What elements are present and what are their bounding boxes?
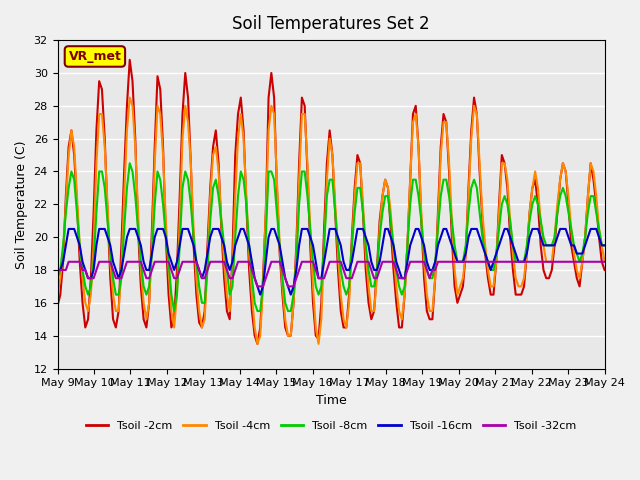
Tsoil -32cm [537,259,545,264]
Tsoil -4cm [126,95,134,100]
Tsoil -2cm [54,303,61,309]
Tsoil -32cm [601,259,609,264]
Tsoil -2cm [537,242,545,248]
Tsoil -8cm [93,210,100,216]
Text: VR_met: VR_met [68,50,122,63]
Tsoil -8cm [467,185,475,191]
Tsoil -32cm [95,259,103,264]
Line: Tsoil -8cm: Tsoil -8cm [58,163,605,311]
Tsoil -8cm [404,242,412,248]
Tsoil -2cm [253,341,261,347]
Tsoil -4cm [253,341,261,347]
Tsoil -16cm [65,226,72,232]
Tsoil -8cm [129,168,136,174]
Tsoil -16cm [601,242,609,248]
Title: Soil Temperatures Set 2: Soil Temperatures Set 2 [232,15,430,33]
Tsoil -16cm [467,226,475,232]
Line: Tsoil -4cm: Tsoil -4cm [58,97,605,344]
Line: Tsoil -2cm: Tsoil -2cm [58,60,605,344]
Tsoil -16cm [257,292,264,298]
Tsoil -8cm [601,242,609,248]
Tsoil -2cm [126,57,134,63]
Line: Tsoil -32cm: Tsoil -32cm [58,262,605,287]
Legend: Tsoil -2cm, Tsoil -4cm, Tsoil -8cm, Tsoil -16cm, Tsoil -32cm: Tsoil -2cm, Tsoil -4cm, Tsoil -8cm, Tsoi… [81,417,580,436]
Tsoil -16cm [568,242,575,248]
Tsoil -2cm [467,128,475,133]
Tsoil -32cm [129,259,136,264]
Tsoil -4cm [404,242,412,248]
Tsoil -2cm [601,267,609,273]
Tsoil -32cm [568,259,575,264]
Tsoil -4cm [568,226,575,232]
Tsoil -4cm [601,259,609,264]
Tsoil -2cm [404,242,412,248]
Tsoil -2cm [93,128,100,133]
Tsoil -2cm [129,78,136,84]
Tsoil -8cm [568,226,575,232]
Tsoil -8cm [126,160,134,166]
Tsoil -16cm [404,259,412,264]
X-axis label: Time: Time [316,394,346,407]
Y-axis label: Soil Temperature (C): Soil Temperature (C) [15,140,28,268]
Tsoil -4cm [537,218,545,224]
Tsoil -32cm [54,267,61,273]
Line: Tsoil -16cm: Tsoil -16cm [58,229,605,295]
Tsoil -4cm [129,103,136,108]
Tsoil -32cm [65,259,72,264]
Tsoil -8cm [170,308,178,314]
Tsoil -16cm [537,234,545,240]
Tsoil -8cm [537,218,545,224]
Tsoil -16cm [54,267,61,273]
Tsoil -16cm [95,226,103,232]
Tsoil -4cm [467,136,475,142]
Tsoil -8cm [54,276,61,281]
Tsoil -2cm [568,242,575,248]
Tsoil -16cm [129,226,136,232]
Tsoil -4cm [93,160,100,166]
Tsoil -32cm [253,284,261,289]
Tsoil -32cm [404,267,412,273]
Tsoil -32cm [467,259,475,264]
Tsoil -4cm [54,292,61,298]
